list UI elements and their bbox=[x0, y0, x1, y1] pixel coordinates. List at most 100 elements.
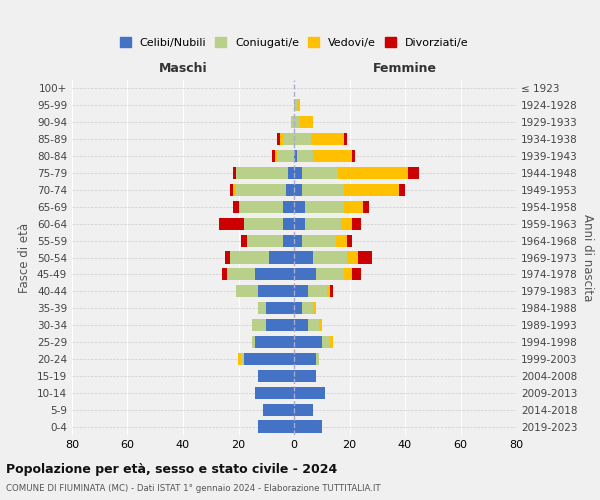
Bar bbox=[258, 285, 294, 298]
Bar bbox=[227, 268, 255, 280]
Bar bbox=[263, 404, 294, 415]
Bar bbox=[238, 200, 283, 213]
Bar bbox=[277, 150, 294, 162]
Bar bbox=[238, 353, 241, 365]
Bar bbox=[291, 116, 294, 128]
Bar bbox=[294, 252, 313, 264]
Bar bbox=[344, 133, 347, 145]
Bar bbox=[294, 167, 302, 179]
Bar bbox=[294, 420, 322, 432]
Bar bbox=[319, 319, 322, 331]
Bar bbox=[233, 167, 236, 179]
Bar bbox=[294, 386, 325, 399]
Bar bbox=[294, 353, 316, 365]
Bar bbox=[400, 184, 405, 196]
Bar bbox=[283, 218, 294, 230]
Bar bbox=[230, 184, 233, 196]
Bar bbox=[258, 370, 294, 382]
Bar bbox=[297, 100, 299, 112]
Bar bbox=[308, 319, 319, 331]
Bar bbox=[294, 116, 299, 128]
Bar bbox=[280, 133, 283, 145]
Bar bbox=[344, 184, 400, 196]
Bar bbox=[283, 133, 294, 145]
Bar bbox=[294, 200, 305, 213]
Bar bbox=[294, 234, 302, 246]
Bar bbox=[311, 133, 344, 145]
Bar bbox=[253, 336, 255, 348]
Y-axis label: Anni di nascita: Anni di nascita bbox=[581, 214, 594, 301]
Bar bbox=[302, 302, 313, 314]
Bar bbox=[313, 302, 316, 314]
Legend: Celibi/Nubili, Coniugati/e, Vedovi/e, Divorziati/e: Celibi/Nubili, Coniugati/e, Vedovi/e, Di… bbox=[116, 34, 472, 51]
Bar bbox=[272, 150, 275, 162]
Bar bbox=[233, 200, 239, 213]
Bar bbox=[330, 336, 333, 348]
Bar bbox=[364, 200, 369, 213]
Bar bbox=[352, 218, 361, 230]
Bar bbox=[244, 353, 294, 365]
Bar bbox=[341, 218, 352, 230]
Text: Popolazione per età, sesso e stato civile - 2024: Popolazione per età, sesso e stato civil… bbox=[6, 462, 337, 475]
Bar bbox=[297, 150, 313, 162]
Bar bbox=[294, 184, 302, 196]
Bar bbox=[266, 302, 294, 314]
Bar bbox=[266, 319, 294, 331]
Bar bbox=[277, 133, 280, 145]
Bar bbox=[236, 285, 258, 298]
Bar bbox=[294, 370, 316, 382]
Bar bbox=[335, 234, 347, 246]
Bar bbox=[241, 234, 247, 246]
Bar bbox=[328, 285, 330, 298]
Bar bbox=[352, 150, 355, 162]
Bar bbox=[294, 100, 297, 112]
Bar bbox=[286, 184, 294, 196]
Bar bbox=[344, 268, 352, 280]
Bar bbox=[222, 268, 227, 280]
Bar bbox=[313, 150, 352, 162]
Bar bbox=[283, 200, 294, 213]
Bar bbox=[294, 336, 322, 348]
Bar bbox=[408, 167, 419, 179]
Text: Femmine: Femmine bbox=[373, 62, 437, 75]
Bar bbox=[322, 336, 330, 348]
Bar bbox=[347, 234, 352, 246]
Bar bbox=[289, 167, 294, 179]
Bar bbox=[230, 252, 269, 264]
Text: COMUNE DI FIUMINATA (MC) - Dati ISTAT 1° gennaio 2024 - Elaborazione TUTTITALIA.: COMUNE DI FIUMINATA (MC) - Dati ISTAT 1°… bbox=[6, 484, 380, 493]
Bar bbox=[305, 218, 341, 230]
Bar bbox=[294, 285, 308, 298]
Bar bbox=[294, 404, 313, 415]
Bar bbox=[233, 184, 236, 196]
Bar bbox=[308, 285, 328, 298]
Bar bbox=[352, 268, 361, 280]
Bar bbox=[294, 150, 297, 162]
Bar bbox=[255, 386, 294, 399]
Bar bbox=[302, 167, 338, 179]
Bar bbox=[247, 234, 283, 246]
Bar bbox=[344, 200, 364, 213]
Bar bbox=[255, 268, 294, 280]
Bar bbox=[294, 133, 311, 145]
Bar bbox=[316, 353, 319, 365]
Bar bbox=[313, 252, 347, 264]
Bar bbox=[330, 285, 333, 298]
Bar bbox=[294, 319, 308, 331]
Bar bbox=[258, 302, 266, 314]
Bar bbox=[255, 336, 294, 348]
Bar bbox=[302, 234, 335, 246]
Bar bbox=[269, 252, 294, 264]
Bar bbox=[283, 234, 294, 246]
Bar bbox=[258, 420, 294, 432]
Bar bbox=[236, 167, 289, 179]
Bar bbox=[253, 319, 266, 331]
Bar bbox=[275, 150, 277, 162]
Bar bbox=[316, 268, 344, 280]
Text: Maschi: Maschi bbox=[158, 62, 208, 75]
Y-axis label: Fasce di età: Fasce di età bbox=[19, 222, 31, 292]
Bar bbox=[358, 252, 372, 264]
Bar bbox=[224, 252, 230, 264]
Bar bbox=[302, 184, 344, 196]
Bar bbox=[294, 218, 305, 230]
Bar bbox=[294, 268, 316, 280]
